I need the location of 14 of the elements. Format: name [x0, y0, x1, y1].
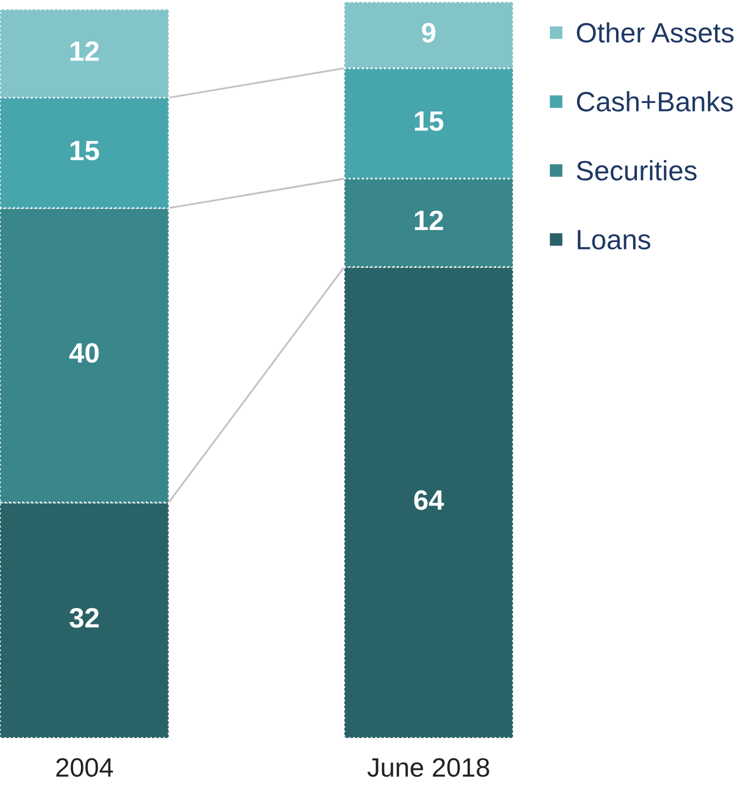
data-label: 64: [414, 490, 444, 510]
x-tick-label: June 2018: [367, 758, 490, 777]
x-tick-label: 2004: [56, 758, 113, 777]
legend-label: Securities: [576, 160, 697, 181]
data-label: 40: [69, 343, 99, 363]
data-label: 12: [70, 41, 99, 61]
legend-label: Cash+Banks: [576, 91, 733, 112]
legend-label: Other Assets: [576, 22, 734, 43]
data-label: 15: [70, 140, 100, 160]
data-label: 15: [414, 112, 444, 131]
legend-label: Loans: [578, 230, 650, 250]
data-label: 12: [414, 210, 443, 230]
data-label: 9: [422, 22, 436, 43]
data-label: 32: [70, 608, 99, 628]
